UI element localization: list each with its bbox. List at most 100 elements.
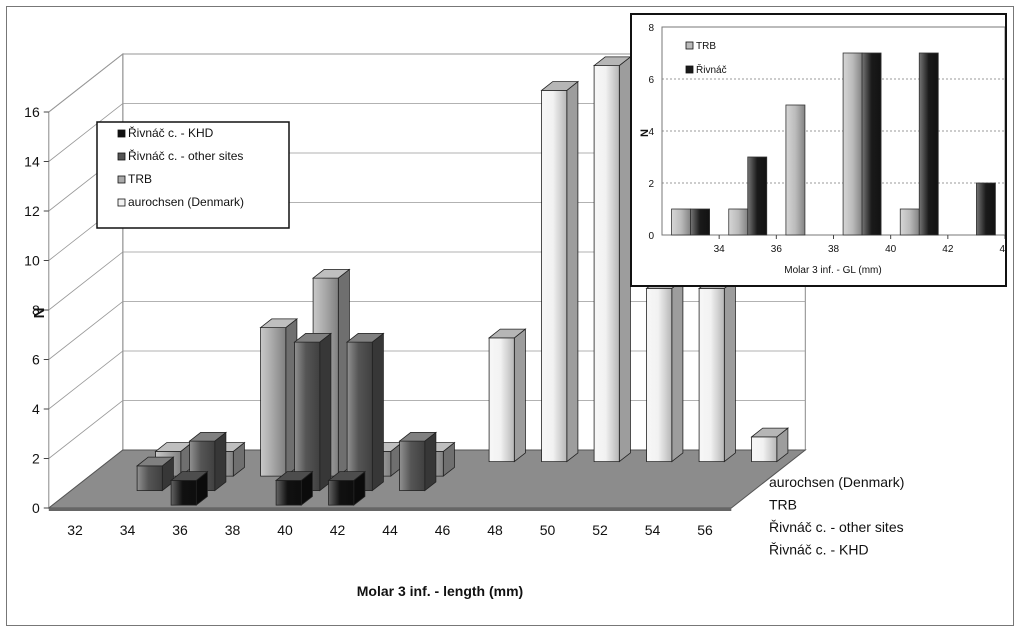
- y-tick-label: 10: [24, 253, 40, 269]
- bar-side: [566, 80, 579, 463]
- y-tick-label: 0: [32, 500, 40, 516]
- inset-bar: [671, 208, 691, 236]
- inset-y-tick-label: 2: [648, 179, 654, 190]
- inset-y-tick-label: 8: [648, 23, 654, 34]
- bar-side: [723, 278, 736, 463]
- bar-top: [540, 81, 580, 91]
- bar-side: [214, 431, 227, 492]
- x-tick-label: 36: [172, 522, 188, 538]
- bar: [697, 278, 737, 463]
- bar-side: [319, 332, 332, 492]
- legend-swatch: [117, 175, 126, 184]
- depth-axis-label: aurochsen (Denmark): [769, 474, 904, 490]
- bar-front: [136, 465, 163, 492]
- x-tick-label: 46: [435, 522, 451, 538]
- bar-front: [541, 90, 568, 463]
- bar: [274, 470, 314, 506]
- bar-top: [274, 471, 314, 481]
- x-tick-label: 50: [540, 522, 556, 538]
- inset-x-axis-title: Molar 3 inf. - GL (mm): [784, 265, 881, 276]
- inset-bar: [899, 208, 920, 236]
- bar-front: [488, 337, 515, 463]
- bar-side: [618, 56, 631, 463]
- bar: [293, 332, 333, 492]
- inset-legend-swatch: [685, 65, 694, 74]
- bar: [345, 332, 385, 492]
- y-tick-label: 14: [24, 154, 40, 170]
- bar-front: [294, 341, 321, 492]
- inset-bar: [976, 182, 996, 236]
- bar-top: [188, 431, 228, 442]
- inset-legend-label: TRB: [696, 41, 716, 52]
- bar-top: [327, 471, 367, 481]
- inset-y-tick-label: 0: [648, 231, 654, 242]
- inset-bar: [861, 52, 882, 236]
- inset-x-tick-label: 42: [942, 244, 954, 255]
- x-tick-label: 52: [592, 522, 608, 538]
- bar-front: [698, 287, 725, 463]
- inset-bar: [785, 104, 806, 236]
- bar-front: [751, 436, 778, 463]
- y-tick-label: 2: [32, 451, 40, 467]
- bar-top: [135, 456, 175, 467]
- inset-bar: [918, 52, 939, 236]
- bar: [398, 431, 438, 492]
- bar-side: [424, 431, 437, 492]
- legend-box: [96, 121, 290, 229]
- bar-front: [170, 479, 197, 506]
- inset-legend-label: Řivnáč: [696, 63, 727, 76]
- depth-axis-label: TRB: [769, 497, 797, 513]
- bar-top: [345, 332, 385, 343]
- bar: [135, 456, 175, 492]
- legend: Řivnáč c. - KHD Řivnáč c. - other sites TR…: [96, 121, 290, 229]
- bar-side: [371, 332, 384, 492]
- inset-legend: TRB Řivnáč: [685, 41, 727, 76]
- x-axis-title: Molar 3 inf. - length (mm): [357, 583, 523, 599]
- x-tick-label: 56: [697, 522, 713, 538]
- bar: [259, 318, 299, 477]
- inset-bar: [690, 208, 710, 236]
- inset-bar: [728, 208, 749, 236]
- inset-axes: 0 2 4 6 8 34 36 38 40 42 44: [648, 23, 1005, 255]
- y-tick-label: 4: [32, 401, 40, 417]
- bar: [169, 470, 209, 506]
- bar-front: [260, 327, 287, 477]
- bar: [540, 80, 580, 463]
- inset-x-tick-label: 36: [771, 244, 783, 255]
- floor-edge: [48, 508, 732, 511]
- bar-front: [346, 341, 373, 492]
- x-tick-label: 32: [67, 522, 83, 538]
- depth-axis-label: Řivnáč c. - KHD: [769, 542, 869, 558]
- x-tick-label: 42: [330, 522, 346, 538]
- legend-swatch: [117, 152, 126, 161]
- bar-side: [513, 328, 526, 463]
- inset-x-tick-label: 34: [714, 244, 726, 255]
- inset-x-tick-label: 40: [885, 244, 897, 255]
- bar-top: [398, 431, 438, 442]
- inset-x-tick-label: 44: [999, 244, 1005, 255]
- chart-bars: [135, 56, 790, 506]
- depth-axis-label: Řivnáč c. - other sites: [769, 519, 904, 535]
- x-tick-label: 44: [382, 522, 398, 538]
- bar-front: [646, 287, 673, 463]
- y-axis-title: N: [31, 308, 48, 319]
- bar-top: [259, 318, 299, 329]
- bar: [487, 328, 527, 463]
- y-tick-label: 8: [32, 302, 40, 318]
- inset-bars: [671, 52, 996, 236]
- bar-front: [593, 65, 620, 463]
- bar-top: [487, 328, 527, 339]
- x-tick-label: 40: [277, 522, 293, 538]
- legend-label: aurochsen (Denmark): [128, 195, 244, 209]
- inset-bar: [842, 52, 863, 236]
- inset-legend-swatch: [685, 41, 694, 50]
- legend-swatch: [117, 129, 126, 138]
- inset-plot-area: [661, 26, 1005, 236]
- legend-label: Řivnáč c. - other sites: [128, 148, 243, 163]
- bar-front: [399, 440, 426, 492]
- bar-side: [671, 278, 684, 463]
- legend-swatch: [117, 198, 126, 207]
- bar: [645, 278, 685, 463]
- inset-chart-svg: 0 2 4 6 8 34 36 38 40 42 44 N Molar 3 inf. - GL (m…: [639, 23, 1005, 276]
